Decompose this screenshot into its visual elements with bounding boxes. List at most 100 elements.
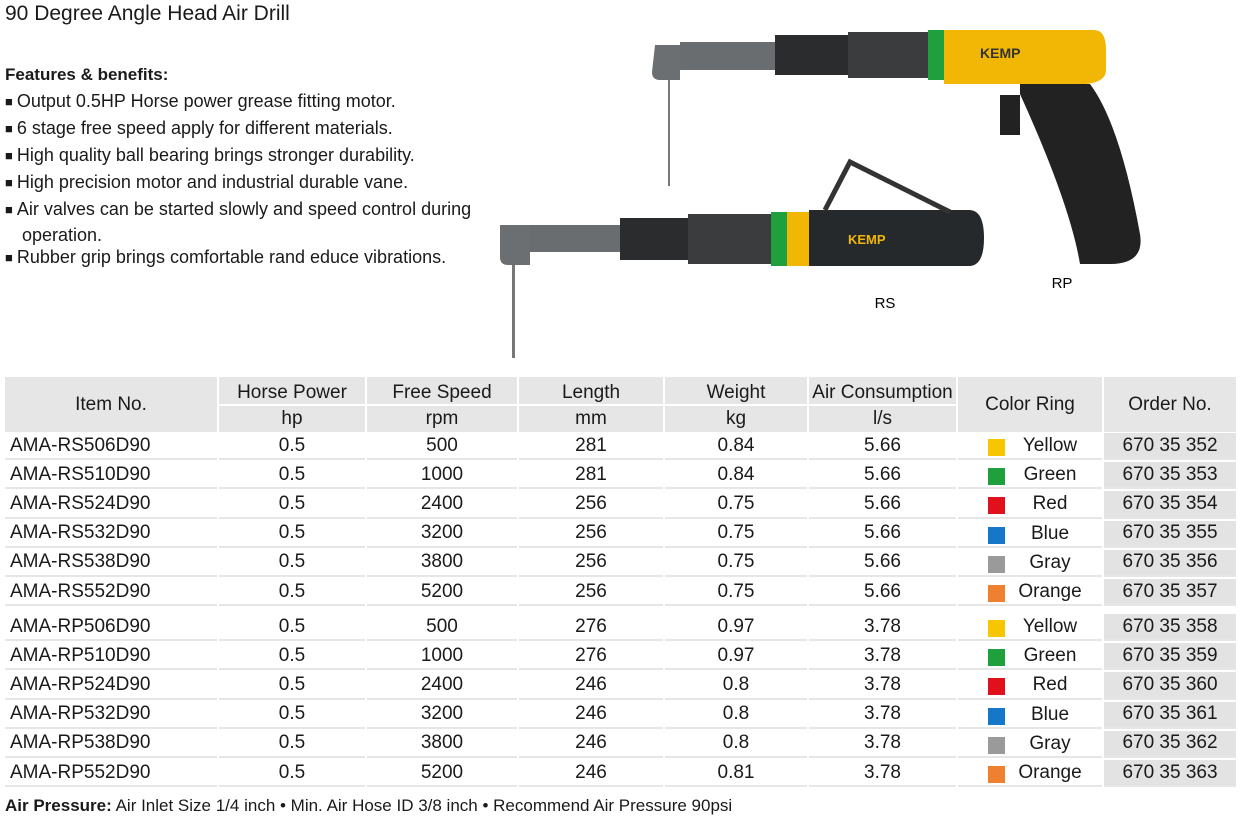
spec-value: 0.75 (665, 520, 807, 548)
spec-value: 256 (519, 549, 663, 577)
spec-value: 5.66 (809, 579, 956, 607)
spec-value: 246 (519, 701, 663, 729)
spec-value: 0.5 (219, 491, 365, 519)
item-no: AMA-RS532D90 (5, 520, 217, 548)
item-no: AMA-RP506D90 (5, 614, 217, 642)
column-header: Length (519, 377, 663, 404)
item-no: AMA-RS538D90 (5, 549, 217, 577)
order-no: 670 35 362 (1104, 730, 1236, 758)
order-no: 670 35 353 (1104, 462, 1236, 490)
spec-value: 2400 (367, 491, 517, 519)
item-no: AMA-RS552D90 (5, 579, 217, 607)
column-header: Color Ring (958, 377, 1102, 432)
spec-value: 0.5 (219, 462, 365, 490)
features-heading: Features & benefits: (5, 65, 169, 84)
color-ring-label: Red (1032, 493, 1068, 515)
column-header: Free Speed (367, 377, 517, 404)
spec-value: 5.66 (809, 520, 956, 548)
footer: Air Pressure: Air Inlet Size 1/4 inch • … (5, 796, 732, 816)
spec-value: 0.5 (219, 730, 365, 758)
rs-label: RS (875, 295, 896, 312)
spec-value: 0.81 (665, 760, 807, 788)
order-no: 670 35 352 (1104, 433, 1236, 461)
color-ring-cell: Gray (958, 549, 1102, 577)
item-no: AMA-RS510D90 (5, 462, 217, 490)
item-no: AMA-RS524D90 (5, 491, 217, 519)
order-no: 670 35 360 (1104, 672, 1236, 700)
color-swatch (988, 468, 1005, 486)
order-no: 670 35 356 (1104, 549, 1236, 577)
color-swatch (988, 585, 1005, 602)
feature-item: 6 stage free speed apply for different m… (5, 116, 492, 142)
spec-value: 0.75 (665, 579, 807, 607)
spec-value: 0.5 (219, 614, 365, 642)
feature-item: High precision motor and industrial dura… (5, 170, 492, 196)
title: 90 Degree Angle Head Air Drill (5, 2, 290, 25)
order-no: 670 35 361 (1104, 701, 1236, 729)
color-ring-cell: Gray (958, 730, 1102, 758)
column-unit: rpm (367, 406, 517, 432)
column-header: Order No. (1104, 377, 1236, 432)
color-swatch (988, 736, 1005, 754)
spec-value: 500 (367, 433, 517, 461)
column-header: Weight (665, 377, 807, 404)
spec-value: 281 (519, 462, 663, 490)
item-no: AMA-RP510D90 (5, 643, 217, 671)
color-swatch (988, 439, 1005, 456)
item-no: AMA-RS506D90 (5, 433, 217, 461)
item-no: AMA-RP524D90 (5, 672, 217, 700)
spec-value: 256 (519, 579, 663, 607)
color-swatch (988, 766, 1005, 783)
spec-value: 500 (367, 614, 517, 642)
footer-label: Air Pressure: (5, 796, 112, 815)
color-swatch (988, 555, 1005, 573)
feature-item: Output 0.5HP Horse power grease fitting … (5, 89, 492, 115)
spec-value: 3.78 (809, 701, 956, 729)
spec-value: 0.5 (219, 433, 365, 461)
spec-value: 5.66 (809, 462, 956, 490)
spec-value: 0.75 (665, 549, 807, 577)
svg-text:KEMP: KEMP (848, 232, 886, 247)
color-ring-cell: Blue (958, 520, 1102, 548)
spec-value: 256 (519, 491, 663, 519)
color-ring-cell: Red (958, 491, 1102, 519)
color-ring-cell: Orange (958, 579, 1102, 607)
spec-value: 3200 (367, 520, 517, 548)
color-ring-label: Blue (1030, 703, 1070, 725)
spec-value: 246 (519, 730, 663, 758)
order-no: 670 35 355 (1104, 520, 1236, 548)
color-ring-label: Yellow (1022, 435, 1078, 456)
feature-item: High quality ball bearing brings stronge… (5, 143, 492, 169)
color-swatch (988, 497, 1005, 515)
spec-value: 2400 (367, 672, 517, 700)
color-ring-label: Gray (1029, 551, 1071, 573)
order-no: 670 35 363 (1104, 760, 1236, 788)
feature-item: Rubber grip brings comfortable rand educ… (5, 245, 492, 271)
spec-value: 0.97 (665, 643, 807, 671)
footer-text: Air Inlet Size 1/4 inch • Min. Air Hose … (115, 796, 733, 815)
order-no: 670 35 358 (1104, 614, 1236, 642)
spec-value: 0.5 (219, 701, 365, 729)
spec-value: 0.5 (219, 672, 365, 700)
spec-value: 1000 (367, 643, 517, 671)
spec-value: 0.84 (665, 433, 807, 461)
color-ring-cell: Yellow (958, 614, 1102, 642)
item-no: AMA-RP538D90 (5, 730, 217, 758)
color-swatch (988, 649, 1005, 667)
spec-value: 0.75 (665, 491, 807, 519)
spec-value: 3.78 (809, 643, 956, 671)
spec-value: 0.8 (665, 701, 807, 729)
color-ring-label: Green (1023, 645, 1077, 667)
color-ring-cell: Green (958, 462, 1102, 490)
column-header: Item No. (5, 377, 217, 432)
spec-value: 5.66 (809, 491, 956, 519)
order-no: 670 35 357 (1104, 579, 1236, 607)
order-no: 670 35 354 (1104, 491, 1236, 519)
spec-value: 3800 (367, 730, 517, 758)
color-ring-cell: Yellow (958, 433, 1102, 461)
spec-value: 0.5 (219, 643, 365, 671)
color-ring-label: Orange (1018, 762, 1082, 783)
spec-value: 0.84 (665, 462, 807, 490)
spec-value: 0.97 (665, 614, 807, 642)
